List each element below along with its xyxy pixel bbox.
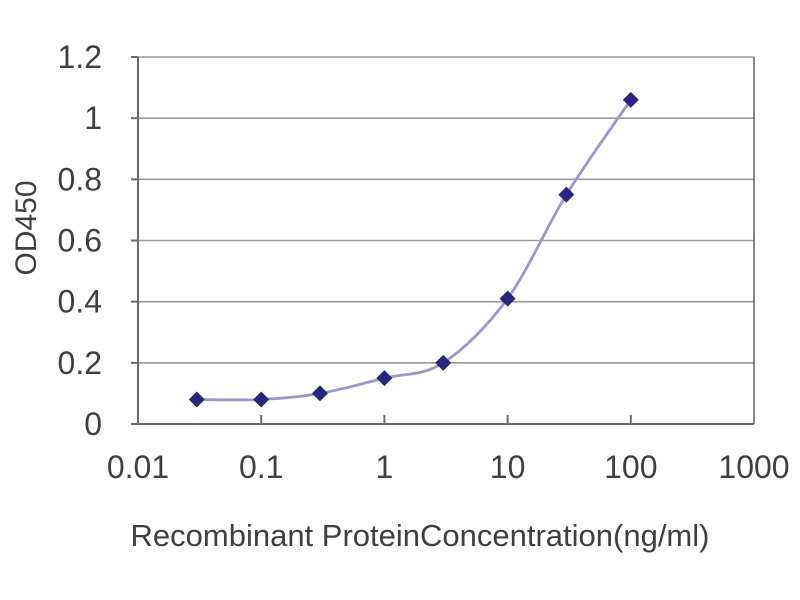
x-axis-title: Recombinant ProteinConcentration(ng/ml) [130,518,710,553]
y-axis-title: OD450 [10,180,43,276]
y-tick-label: 0.8 [58,161,102,197]
y-tick-label: 0.4 [58,284,102,320]
x-tick-label: 10 [490,449,526,485]
x-tick-label: 0.1 [239,449,283,485]
data-point-marker [253,391,270,408]
y-tick-label: 0 [84,406,102,442]
x-tick-label: 100 [604,449,657,485]
y-tick-label: 1.2 [58,39,102,75]
y-tick-label: 0.6 [58,223,102,259]
data-point-marker [499,290,516,307]
data-point-marker [188,391,205,408]
x-tick-label: 1 [376,449,394,485]
data-point-marker [558,186,575,203]
x-tick-label: 0.01 [107,449,169,485]
data-point-marker [376,370,393,387]
data-point-marker [311,385,328,402]
series-line [196,99,632,402]
y-tick-label: 0.2 [58,345,102,381]
y-tick-label: 1 [84,100,102,136]
data-point-marker [622,91,639,108]
x-tick-label: 1000 [718,449,789,485]
data-point-marker [435,354,452,371]
